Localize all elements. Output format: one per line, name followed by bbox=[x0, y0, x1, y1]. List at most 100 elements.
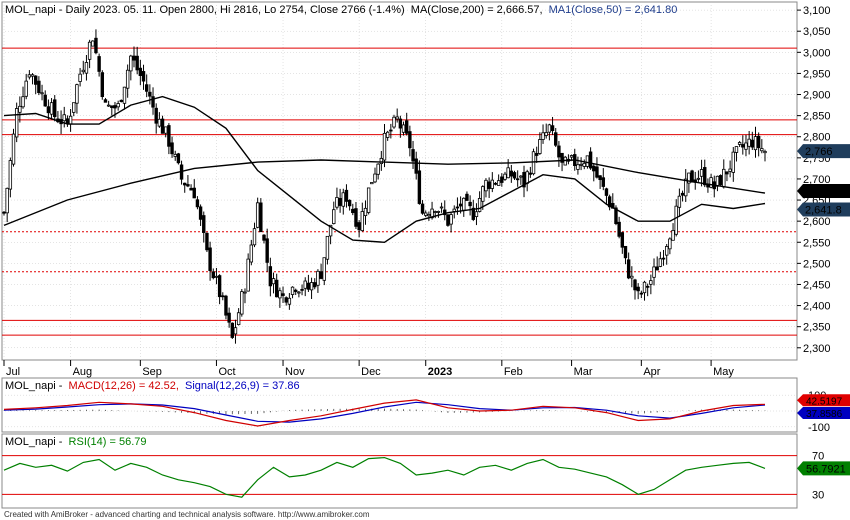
candle-body bbox=[18, 105, 22, 113]
rsi-badge bbox=[797, 461, 850, 476]
x-tick-label: Feb bbox=[504, 366, 523, 378]
candle-body bbox=[595, 166, 599, 178]
candle-body bbox=[417, 170, 422, 204]
candle-body bbox=[690, 170, 694, 183]
candle-body bbox=[252, 228, 257, 246]
candle-body bbox=[224, 295, 228, 316]
candle-body bbox=[614, 207, 618, 225]
y-tick-label: 2,500 bbox=[803, 258, 831, 270]
candle-body bbox=[569, 155, 574, 158]
rsi-y-axis: 70 30 56.7921 bbox=[797, 451, 850, 501]
candle-body bbox=[500, 176, 504, 183]
candle-body bbox=[154, 107, 158, 124]
candle-body bbox=[246, 258, 250, 292]
x-tick-label: Mar bbox=[574, 366, 593, 378]
candle-body bbox=[62, 114, 66, 122]
candle-body bbox=[725, 171, 729, 175]
candle-body bbox=[84, 62, 89, 74]
candle-body bbox=[221, 295, 225, 298]
candle-body bbox=[274, 279, 279, 298]
candle-body bbox=[382, 132, 387, 161]
candle-body bbox=[699, 169, 704, 177]
candle-body bbox=[144, 84, 149, 92]
candle-body bbox=[582, 162, 586, 167]
candle-body bbox=[430, 208, 434, 219]
candle-body bbox=[588, 151, 593, 169]
candle-body bbox=[519, 175, 523, 178]
candle-body bbox=[2, 211, 6, 214]
candle-body bbox=[709, 177, 713, 188]
candle-body bbox=[309, 282, 314, 291]
candle-body bbox=[620, 232, 625, 248]
candle-body bbox=[522, 172, 526, 188]
candle-body bbox=[186, 184, 190, 187]
candle-body bbox=[300, 288, 304, 291]
candle-body bbox=[433, 211, 437, 213]
x-tick-label: Jul bbox=[6, 366, 20, 378]
candle-body bbox=[37, 80, 41, 94]
candle-body bbox=[281, 293, 285, 296]
candle-body bbox=[129, 55, 133, 72]
macd-title: MOL_napi - MACD(12,26) = 42.52, Signal(1… bbox=[5, 380, 300, 392]
candle-body bbox=[462, 197, 466, 211]
y-tick-label: 2,850 bbox=[803, 111, 831, 123]
candle-body bbox=[360, 211, 365, 232]
candle-body bbox=[477, 198, 482, 212]
x-tick-label: Oct bbox=[218, 366, 235, 378]
candle-body bbox=[576, 164, 580, 170]
macd-badge bbox=[797, 407, 850, 420]
candle-body bbox=[728, 168, 732, 172]
macd-badge bbox=[797, 394, 850, 407]
candle-body bbox=[760, 148, 764, 152]
macd-pane bbox=[1, 377, 798, 433]
candle-body bbox=[404, 120, 409, 134]
candle-body bbox=[741, 144, 745, 148]
candle-body bbox=[195, 199, 200, 208]
candle-body bbox=[357, 222, 361, 231]
candle-body bbox=[141, 71, 146, 82]
candle-body bbox=[585, 155, 590, 167]
candle-body bbox=[306, 282, 311, 290]
candle-body bbox=[722, 168, 726, 188]
candle-body bbox=[72, 102, 76, 113]
candle-body bbox=[680, 192, 685, 196]
candle-body bbox=[366, 187, 371, 213]
candle-body bbox=[715, 175, 720, 187]
candle-body bbox=[385, 131, 390, 138]
candle-body bbox=[30, 74, 35, 77]
x-tick-label: Dec bbox=[361, 366, 381, 378]
candle-body bbox=[173, 153, 177, 157]
candle-body bbox=[747, 138, 751, 147]
candle-body bbox=[21, 96, 25, 108]
macd-grid bbox=[2, 394, 797, 428]
candle-body bbox=[344, 189, 349, 202]
candle-body bbox=[493, 182, 498, 185]
candle-body bbox=[411, 149, 415, 162]
candle-body bbox=[503, 173, 507, 180]
candle-body bbox=[645, 285, 650, 288]
candle-body bbox=[557, 145, 561, 158]
candle-body bbox=[322, 257, 326, 281]
candle-body bbox=[34, 75, 38, 85]
candle-body bbox=[550, 125, 555, 132]
candle-body bbox=[284, 297, 288, 303]
candle-body bbox=[484, 179, 488, 192]
x-tick-label: 2023 bbox=[428, 366, 452, 378]
candle-body bbox=[763, 150, 767, 154]
candle-body bbox=[97, 56, 101, 72]
candle-body bbox=[303, 280, 307, 289]
candle-body bbox=[509, 170, 514, 177]
candle-body bbox=[623, 245, 628, 259]
y-tick-label: 2,800 bbox=[803, 132, 831, 144]
candle-body bbox=[189, 187, 193, 191]
candle-body bbox=[652, 266, 656, 278]
candle-body bbox=[506, 167, 510, 179]
candle-body bbox=[737, 142, 742, 145]
candle-body bbox=[214, 275, 219, 278]
y-tick-label: 2,300 bbox=[803, 343, 831, 355]
candle-body bbox=[389, 129, 393, 132]
rsi-tick-label: 30 bbox=[812, 489, 824, 501]
candle-body bbox=[455, 206, 460, 209]
macd-tick-label: -100 bbox=[808, 422, 830, 434]
